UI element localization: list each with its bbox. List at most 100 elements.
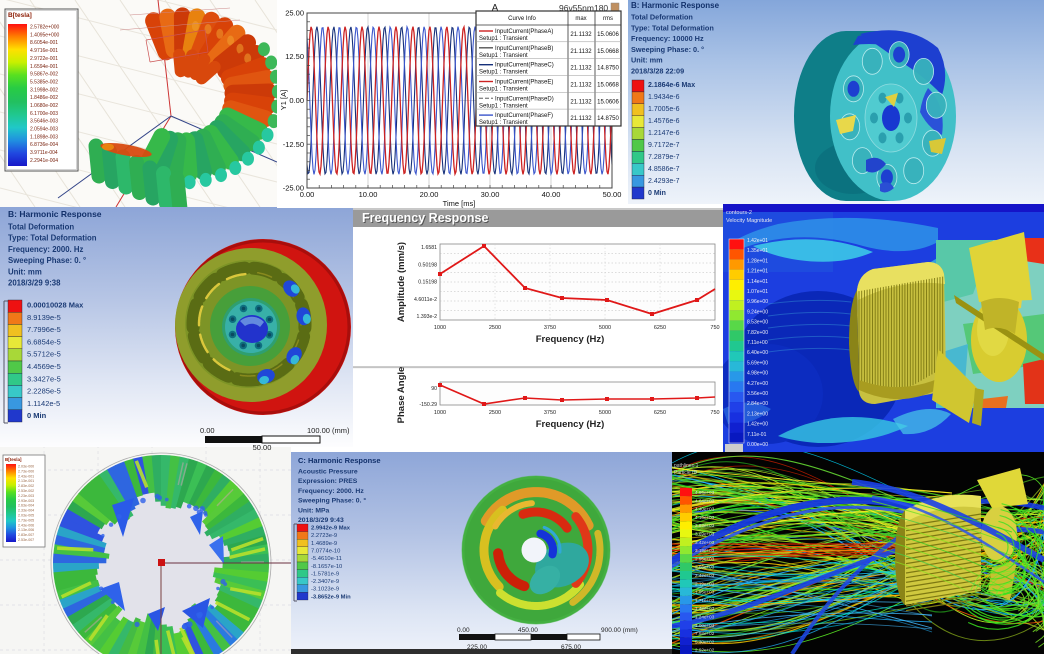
svg-text:2.84e+00: 2.84e+00 (747, 401, 768, 407)
svg-text:-25.00: -25.00 (283, 184, 304, 193)
svg-text:Amplitude (mm/s): Amplitude (mm/s) (396, 242, 407, 322)
svg-text:15.0668: 15.0668 (597, 49, 619, 55)
svg-text:30.00: 30.00 (481, 190, 500, 199)
svg-text:15.0606: 15.0606 (597, 99, 619, 105)
svg-text:Frequency Response: Frequency Response (362, 211, 488, 225)
svg-text:2.66e+03: 2.66e+03 (695, 565, 715, 570)
svg-text:1.07e+01: 1.07e+01 (747, 289, 768, 295)
svg-text:1.00e+03: 1.00e+03 (695, 623, 715, 628)
svg-text:5.5385e-002: 5.5385e-002 (30, 79, 58, 85)
svg-text:6250: 6250 (654, 325, 666, 331)
svg-text:A: A (492, 3, 499, 14)
svg-text:7.0774e-10: 7.0774e-10 (311, 549, 340, 555)
svg-text:1.24e+03: 1.24e+03 (695, 615, 715, 620)
svg-text:Type: Total Deformation: Type: Total Deformation (8, 234, 97, 243)
svg-text:1.1142e-5: 1.1142e-5 (27, 399, 60, 408)
svg-text:Setup1 : Transient: Setup1 : Transient (479, 103, 528, 109)
svg-text:1.0680e-002: 1.0680e-002 (30, 103, 58, 109)
svg-text:Setup1 : Transient: Setup1 : Transient (479, 87, 528, 93)
svg-text:0.00: 0.00 (457, 627, 470, 634)
svg-text:2018/3/29 9:43: 2018/3/29 9:43 (298, 517, 344, 524)
svg-text:Setup1 : Transient: Setup1 : Transient (479, 70, 528, 76)
svg-text:6.40e+00: 6.40e+00 (747, 350, 768, 356)
svg-text:1.393e-2: 1.393e-2 (417, 314, 438, 320)
svg-text:contours-2: contours-2 (726, 210, 752, 216)
svg-text:3.93e+03: 3.93e+03 (695, 523, 715, 528)
svg-text:2.53e-002: 2.53e-002 (18, 489, 34, 493)
svg-text:2.93e-003: 2.93e-003 (18, 499, 34, 503)
svg-text:2.13e-001: 2.13e-001 (18, 479, 34, 483)
svg-text:2.1864e-6 Max: 2.1864e-6 Max (648, 82, 695, 89)
svg-text:21.1132: 21.1132 (570, 32, 592, 38)
svg-text:Sweeping Phase: 0. °: Sweeping Phase: 0. ° (8, 256, 86, 265)
svg-text:InputCurrent(PhaseC): InputCurrent(PhaseC) (495, 63, 554, 69)
svg-text:7.2879e-7: 7.2879e-7 (648, 154, 680, 161)
svg-text:1.2147e-6: 1.2147e-6 (648, 130, 680, 137)
svg-text:0 Min: 0 Min (27, 411, 47, 420)
svg-text:50.00: 50.00 (253, 443, 272, 452)
svg-text:2.53e-007: 2.53e-007 (18, 538, 34, 542)
svg-text:12.50: 12.50 (285, 52, 304, 61)
svg-text:2.43e-006: 2.43e-006 (18, 523, 34, 527)
svg-text:B: Harmonic Response: B: Harmonic Response (8, 209, 102, 219)
svg-text:3.69e+03: 3.69e+03 (695, 532, 715, 537)
svg-text:100.00 (mm): 100.00 (mm) (307, 426, 350, 435)
svg-text:Setup1 : Transient: Setup1 : Transient (479, 36, 528, 42)
svg-text:5.69e+00: 5.69e+00 (747, 360, 768, 366)
svg-text:5000: 5000 (599, 410, 611, 416)
svg-text:1.7005e-6: 1.7005e-6 (648, 106, 680, 113)
svg-text:4.8586e-7: 4.8586e-7 (648, 166, 680, 173)
svg-text:900.00 (mm): 900.00 (mm) (601, 627, 638, 634)
svg-text:2.42e+03: 2.42e+03 (695, 573, 715, 578)
svg-text:B[tesla]: B[tesla] (5, 457, 22, 462)
svg-text:Setup1 : Transient: Setup1 : Transient (479, 53, 528, 59)
svg-text:2500: 2500 (489, 325, 501, 331)
svg-text:2.9942e-9 Max: 2.9942e-9 Max (311, 526, 351, 532)
svg-text:1.4689e-9: 1.4689e-9 (311, 541, 337, 547)
svg-text:1.1898e-003: 1.1898e-003 (30, 134, 58, 140)
svg-text:InputCurrent(PhaseE): InputCurrent(PhaseE) (495, 80, 553, 86)
svg-text:C: Harmonic Response: C: Harmonic Response (298, 456, 381, 465)
svg-text:8.53e+00: 8.53e+00 (747, 320, 768, 326)
svg-text:14.8750: 14.8750 (597, 66, 619, 72)
svg-text:21.1132: 21.1132 (570, 99, 592, 105)
svg-text:Velocity Magnitude: Velocity Magnitude (726, 218, 772, 224)
svg-text:InputCurrent(PhaseD): InputCurrent(PhaseD) (495, 96, 554, 102)
svg-text:Particle ID: Particle ID (674, 470, 697, 476)
svg-text:Frequency: 2000. Hz: Frequency: 2000. Hz (298, 488, 364, 495)
svg-text:-2.3407e-9: -2.3407e-9 (311, 579, 339, 585)
svg-text:B: Harmonic Response: B: Harmonic Response (631, 1, 720, 10)
svg-text:Y1 [A]: Y1 [A] (279, 90, 288, 110)
svg-text:0.00: 0.00 (200, 426, 215, 435)
svg-text:5.5712e-5: 5.5712e-5 (27, 350, 61, 359)
svg-text:3.1998e-002: 3.1998e-002 (30, 87, 58, 93)
svg-text:Total Deformation: Total Deformation (631, 13, 693, 22)
svg-text:1000: 1000 (434, 325, 446, 331)
svg-text:50.00: 50.00 (603, 190, 622, 199)
svg-text:9.24e+00: 9.24e+00 (747, 309, 768, 315)
svg-text:6.8736e-004: 6.8736e-004 (30, 142, 58, 148)
svg-text:750: 750 (710, 410, 719, 416)
svg-text:1.42e+01: 1.42e+01 (747, 238, 768, 244)
svg-text:4.6011e-2: 4.6011e-2 (414, 297, 437, 303)
svg-text:Curve Info: Curve Info (508, 16, 536, 22)
svg-text:9.5867e-002: 9.5867e-002 (30, 72, 58, 78)
svg-text:3.5646e-003: 3.5646e-003 (30, 119, 58, 125)
svg-text:Frequency (Hz): Frequency (Hz) (536, 419, 605, 430)
svg-text:450.00: 450.00 (518, 627, 538, 634)
svg-text:-3.1023e-9: -3.1023e-9 (311, 587, 339, 593)
svg-text:InputCurrent(PhaseB): InputCurrent(PhaseB) (495, 46, 553, 52)
svg-text:0.00010028 Max: 0.00010028 Max (27, 301, 84, 310)
svg-text:5.30e+02: 5.30e+02 (695, 639, 715, 644)
svg-text:1.48e+03: 1.48e+03 (695, 606, 715, 611)
svg-text:InputCurrent(PhaseA): InputCurrent(PhaseA) (495, 29, 553, 35)
svg-text:3.42e+03: 3.42e+03 (695, 540, 715, 545)
svg-text:Type: Total Deformation: Type: Total Deformation (631, 23, 714, 32)
svg-text:90: 90 (431, 386, 437, 392)
svg-text:2500: 2500 (489, 410, 501, 416)
svg-text:15.0606: 15.0606 (597, 32, 619, 38)
svg-text:-150.29: -150.29 (419, 402, 437, 408)
svg-text:0.15198: 0.15198 (418, 280, 437, 286)
svg-text:2.92e+02: 2.92e+02 (695, 648, 715, 653)
svg-text:4.4569e-5: 4.4569e-5 (27, 362, 61, 371)
